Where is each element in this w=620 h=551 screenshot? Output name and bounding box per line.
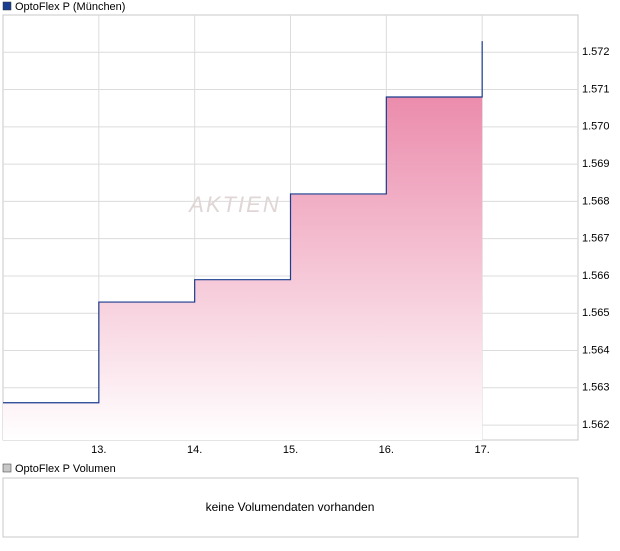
volume-message: keine Volumendaten vorhanden (206, 500, 375, 514)
legend-label: OptoFlex P (München) (15, 1, 125, 13)
y-tick-label: 1.566 (582, 270, 610, 282)
y-tick-label: 1.568 (582, 195, 610, 207)
y-tick-label: 1.562 (582, 419, 610, 431)
x-tick-label: 14. (187, 444, 202, 456)
y-tick-label: 1.563 (582, 382, 610, 394)
line (3, 41, 483, 404)
watermark: AKTIEN (187, 192, 280, 217)
y-tick-label: 1.570 (582, 121, 610, 133)
x-tick-label: 16. (379, 444, 394, 456)
x-tick-label: 13. (91, 444, 106, 456)
y-tick-label: 1.572 (582, 46, 610, 58)
y-tick-label: 1.571 (582, 83, 610, 95)
volume-frame (2, 477, 579, 538)
area (3, 41, 483, 440)
x-tick-label: 17. (475, 444, 490, 456)
volume-swatch (2, 463, 12, 473)
volume-title: OptoFlex P Volumen (15, 463, 116, 475)
legend-swatch (2, 1, 12, 11)
y-tick-label: 1.564 (582, 344, 610, 356)
x-tick-label: 15. (283, 444, 298, 456)
y-tick-label: 1.567 (582, 233, 610, 245)
y-tick-label: 1.565 (582, 307, 610, 319)
y-tick-label: 1.569 (582, 158, 610, 170)
